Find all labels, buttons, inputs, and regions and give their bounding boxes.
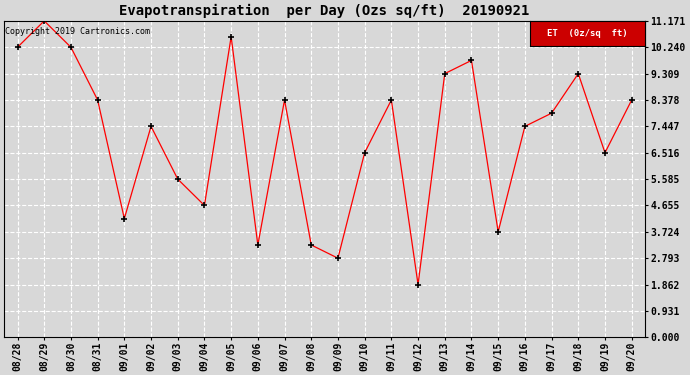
- Text: Copyright 2019 Cartronics.com: Copyright 2019 Cartronics.com: [6, 27, 150, 36]
- Title: Evapotranspiration  per Day (Ozs sq/ft)  20190921: Evapotranspiration per Day (Ozs sq/ft) 2…: [119, 4, 530, 18]
